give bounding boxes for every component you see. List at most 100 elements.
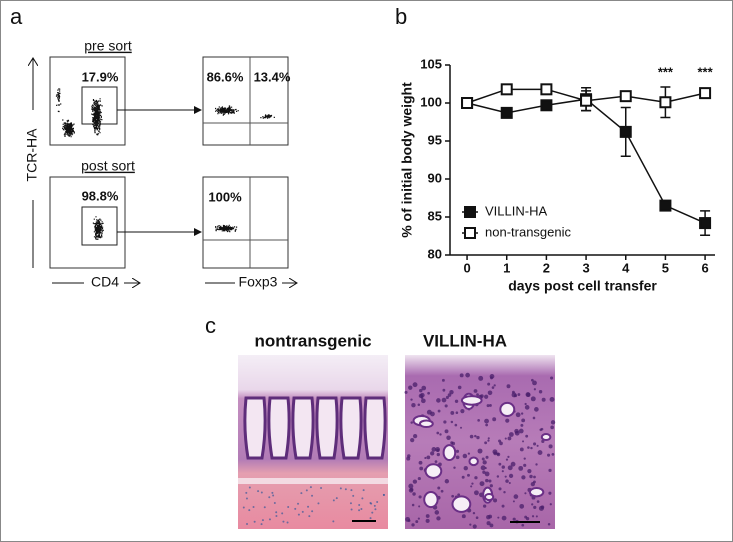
nucleus <box>536 444 539 447</box>
nucleus <box>465 372 470 378</box>
nucleus <box>476 435 480 440</box>
nucleus <box>530 482 535 487</box>
chart: 80 85 90 95 100 105 0 1 2 3 4 5 6 days post cell tran… <box>399 56 715 294</box>
gland <box>540 433 552 442</box>
nucleus <box>525 434 529 438</box>
nucleus <box>532 380 537 386</box>
muscle-layer <box>238 478 388 484</box>
panel-c: c nontransgenic VILLIN-HA <box>205 313 556 529</box>
y-tick-label: 95 <box>428 132 442 147</box>
y-tick-label: 105 <box>420 56 442 71</box>
nucleus <box>260 523 263 526</box>
nucleus <box>462 453 468 459</box>
nucleus <box>442 388 446 392</box>
nucleus <box>541 397 546 402</box>
nucleus <box>427 391 430 395</box>
panel-label: c <box>205 313 216 338</box>
nucleus <box>523 463 527 467</box>
nucleus <box>512 517 516 521</box>
nucleus <box>492 417 497 422</box>
nucleus <box>431 447 437 452</box>
x-axis-label: days post cell transfer <box>508 278 657 294</box>
nucleus <box>491 386 495 389</box>
dot-cloud <box>215 105 239 116</box>
nucleus <box>362 489 365 492</box>
nucleus <box>444 404 448 408</box>
nucleus <box>332 499 335 502</box>
nucleus <box>453 466 456 469</box>
nucleus <box>505 458 509 461</box>
nucleus <box>496 475 500 478</box>
nucleus <box>417 403 421 406</box>
nucleus <box>540 427 544 431</box>
nucleus <box>281 512 284 515</box>
nucleus <box>531 503 534 506</box>
tissue-texture <box>238 372 556 529</box>
nucleus <box>489 523 494 528</box>
nucleus <box>508 473 514 478</box>
nucleus <box>350 508 353 511</box>
y-tick-label: 90 <box>428 170 442 185</box>
nucleus <box>412 382 418 388</box>
nucleus <box>308 515 311 518</box>
plot-box <box>49 56 126 146</box>
nucleus <box>518 465 524 471</box>
nucleus <box>435 447 440 452</box>
nucleus <box>475 516 479 520</box>
nucleus <box>487 437 490 440</box>
nucleus <box>479 481 485 487</box>
nucleus <box>450 441 454 445</box>
nucleus <box>547 453 551 457</box>
nucleus <box>501 470 504 473</box>
dot-cloud <box>91 98 103 136</box>
plot-box <box>49 176 126 269</box>
nucleus <box>482 460 487 465</box>
nucleus <box>246 522 249 525</box>
nucleus <box>286 521 289 524</box>
nucleus <box>506 384 511 389</box>
nucleus <box>300 492 303 495</box>
nucleus <box>371 511 374 514</box>
nucleus <box>533 475 536 479</box>
nucleus <box>425 514 430 518</box>
nucleus <box>534 407 539 412</box>
y-tick-label: 85 <box>428 208 442 223</box>
nucleus <box>436 516 441 521</box>
nucleus <box>301 510 304 513</box>
annotation: *** <box>658 64 674 79</box>
gate-percent: 17.9% <box>82 69 119 84</box>
nucleus <box>470 485 473 488</box>
nucleus <box>476 393 479 396</box>
nucleus <box>532 416 536 420</box>
nucleus <box>320 486 323 489</box>
nucleus <box>489 484 493 488</box>
crypt <box>243 396 267 460</box>
x-tick-label: 4 <box>622 260 630 275</box>
nucleus <box>521 523 525 527</box>
nucleus <box>520 423 524 427</box>
subtitle: post sort <box>81 158 135 174</box>
nucleus <box>451 494 455 498</box>
nucleus <box>472 511 476 515</box>
nucleus <box>477 448 483 454</box>
nucleus <box>449 389 454 395</box>
nucleus <box>480 465 486 471</box>
nucleus <box>410 421 413 424</box>
nucleus <box>410 437 415 443</box>
nucleus <box>275 511 278 514</box>
nucleus <box>522 440 525 443</box>
nucleus <box>411 403 416 408</box>
nucleus <box>439 433 442 436</box>
nucleus <box>263 506 266 509</box>
nucleus <box>508 482 511 485</box>
nucleus <box>481 457 485 461</box>
nucleus <box>529 474 533 479</box>
dot-cloud <box>215 224 238 233</box>
nucleus <box>460 409 465 414</box>
nucleus <box>527 446 530 449</box>
nucleus <box>493 384 496 387</box>
nucleus <box>527 469 532 474</box>
nucleus <box>455 411 459 414</box>
nucleus <box>349 502 352 505</box>
dot-cloud <box>55 88 62 113</box>
